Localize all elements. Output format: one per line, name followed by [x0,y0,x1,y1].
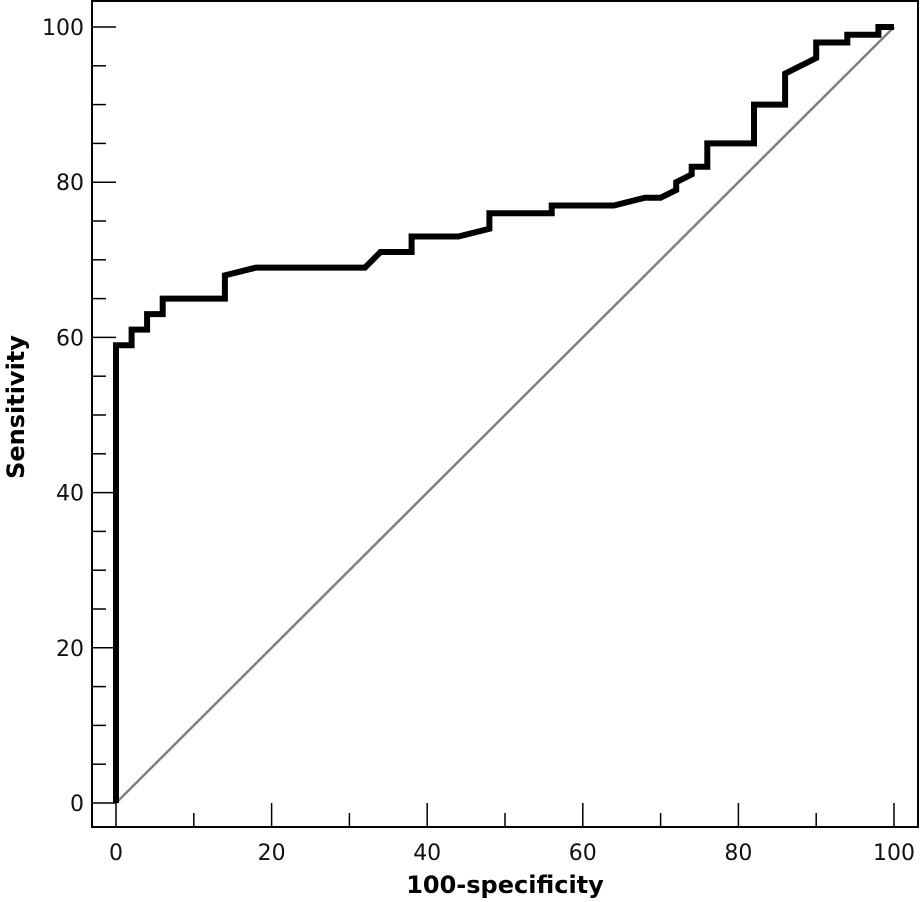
y-axis-title: Sensitivity [2,335,30,479]
x-tick-label: 80 [724,841,752,866]
x-axis-ticks: 0 20 40 60 80 100 [109,803,915,866]
y-axis-ticks: 0 20 40 60 80 100 [42,16,116,817]
series-layer [113,24,895,804]
y-tick-label: 60 [56,326,84,351]
roc-curve [113,24,894,803]
y-tick-label: 40 [56,482,84,507]
x-tick-label: 0 [109,841,123,866]
x-tick-label: 40 [413,841,441,866]
y-tick-label: 20 [56,637,84,662]
x-axis-title: 100-specificity [406,871,604,899]
x-tick-label: 100 [873,841,915,866]
y-tick-label: 100 [42,16,84,41]
y-tick-label: 0 [70,792,84,817]
y-tick-label: 80 [56,171,84,196]
reference-diagonal-line [115,26,895,804]
x-tick-label: 20 [258,841,286,866]
x-tick-label: 60 [569,841,597,866]
